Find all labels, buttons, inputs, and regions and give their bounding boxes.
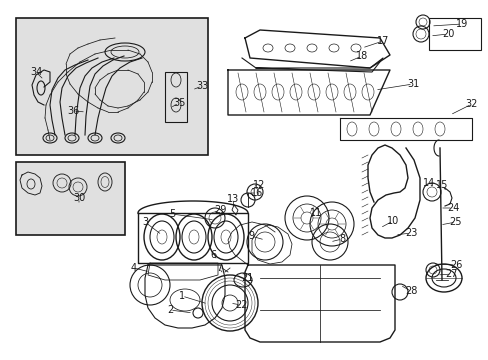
Text: 1: 1 — [179, 291, 184, 301]
Text: 29: 29 — [213, 205, 226, 215]
Text: 28: 28 — [404, 286, 416, 296]
Text: 31: 31 — [406, 79, 418, 89]
Text: 33: 33 — [196, 81, 208, 91]
Text: 14: 14 — [422, 178, 434, 188]
Text: 34: 34 — [30, 67, 42, 77]
Text: 23: 23 — [404, 228, 416, 238]
Text: 25: 25 — [449, 217, 461, 227]
Text: 10: 10 — [386, 216, 398, 226]
Text: 32: 32 — [465, 99, 477, 109]
Text: 20: 20 — [441, 29, 453, 39]
Bar — [164, 72, 186, 122]
Bar — [16, 18, 207, 155]
Text: 35: 35 — [172, 98, 185, 108]
Text: 12: 12 — [252, 180, 264, 190]
Text: 5: 5 — [168, 209, 175, 219]
Text: 21: 21 — [240, 273, 253, 283]
Text: 26: 26 — [449, 260, 461, 270]
Text: 4: 4 — [131, 263, 137, 273]
Text: 13: 13 — [226, 194, 239, 204]
Text: 7: 7 — [215, 263, 222, 273]
Text: 36: 36 — [67, 106, 79, 116]
Text: 16: 16 — [250, 188, 263, 198]
Text: 15: 15 — [435, 180, 447, 190]
Text: 27: 27 — [445, 269, 457, 279]
Text: 8: 8 — [338, 234, 345, 244]
Text: 24: 24 — [446, 203, 458, 213]
Text: 9: 9 — [247, 231, 254, 241]
Text: 18: 18 — [355, 51, 367, 61]
Text: 3: 3 — [142, 217, 148, 227]
Text: 19: 19 — [455, 19, 467, 29]
Text: 6: 6 — [209, 250, 216, 260]
Text: 22: 22 — [234, 300, 247, 310]
Text: 30: 30 — [73, 193, 85, 203]
Bar — [428, 18, 480, 50]
Bar — [16, 162, 125, 235]
Text: 11: 11 — [309, 208, 322, 218]
Text: 2: 2 — [166, 305, 173, 315]
Text: 17: 17 — [376, 36, 388, 46]
